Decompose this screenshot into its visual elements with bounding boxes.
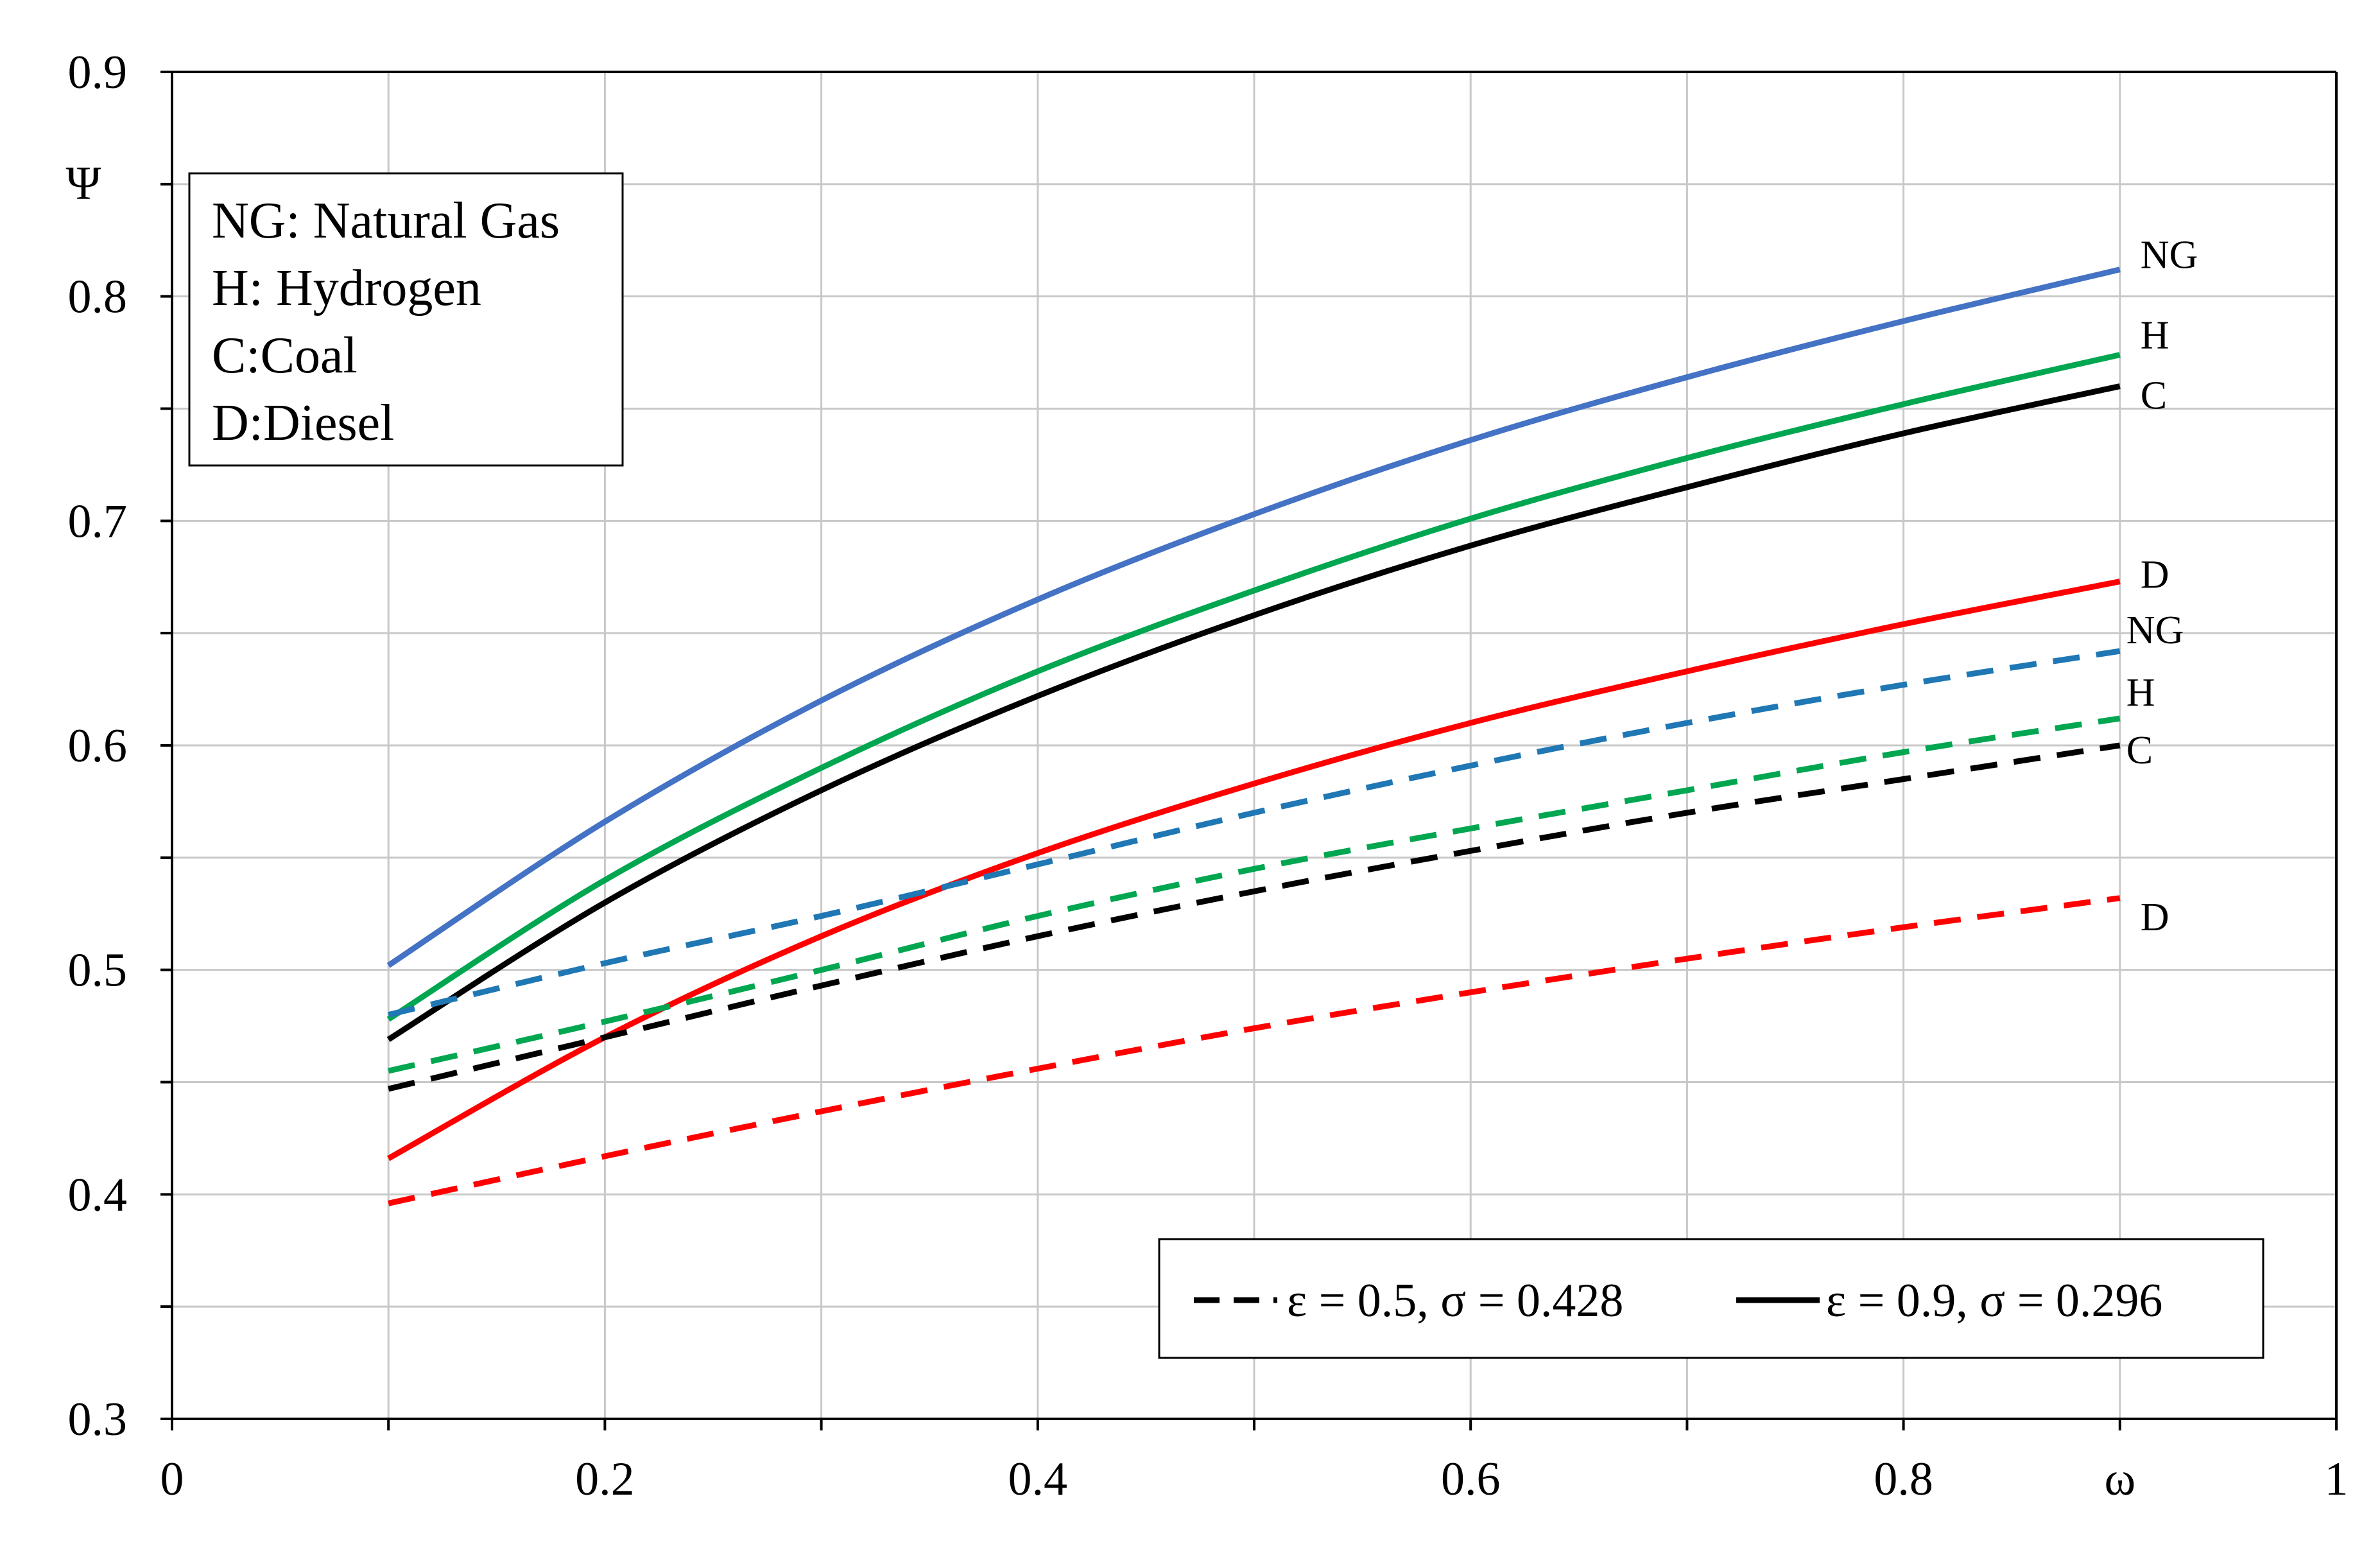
fuel-key-hydrogen: H: Hydrogen [212,260,481,317]
x-tick-label: 0.4 [1008,1453,1068,1506]
fuel-key-coal: C:Coal [212,327,358,384]
y-axis-label: Ψ [66,157,101,210]
fuel-key-diesel: D:Diesel [212,395,394,451]
end-label-h-solid: H [2141,314,2169,358]
y-tick-label: 0.4 [68,1168,128,1221]
series-line-h-solid [386,352,2121,1022]
series-line-ng-dashed [388,648,2121,1018]
legend-label-dashed: ε = 0.5, σ = 0.428 [1287,1274,1623,1327]
y-tick-label: 0.3 [68,1393,128,1446]
series-line-ng-solid [386,266,2121,968]
series-line-c-dashed [388,742,2121,1092]
fuel-key-box: NG: Natural Gas H: Hydrogen C:Coal D:Die… [188,172,624,467]
series-line-c-solid [386,383,2121,1042]
series-line-h-dashed [388,715,2121,1074]
y-tick-label: 0.7 [68,495,128,548]
end-label-c-dashed: C [2126,729,2153,772]
end-label-d-dashed: D [2141,896,2169,939]
y-tick-label: 0.8 [68,271,128,324]
end-label-c-solid: C [2141,374,2167,418]
x-tick-label: 0.6 [1441,1453,1501,1506]
series-line-d-dashed [388,895,2121,1206]
x-tick-label: 0 [160,1453,184,1506]
x-tick-label: 0.8 [1874,1453,1933,1506]
end-label-ng-dashed: NG [2126,609,2184,652]
tick-labels: 0.3 0.4 0.5 0.6 0.7 0.8 0.9 0 0.2 0.4 0.6 0.8 1 [68,46,2349,1506]
fuel-key-natural-gas: NG: Natural Gas [212,193,560,249]
y-tick-label: 0.5 [68,944,128,997]
axes [160,71,2338,1430]
x-tick-label: 1 [2325,1453,2349,1506]
fuel-key-frame [188,172,624,467]
x-tick-label: 0.2 [575,1453,635,1506]
legend-frame [1158,1238,2264,1359]
y-tick-label: 0.9 [68,46,128,99]
end-label-ng-solid: NG [2141,234,2198,277]
series-group [386,266,2121,1206]
end-label-h-dashed: H [2126,671,2155,715]
legend-label-solid: ε = 0.9, σ = 0.296 [1826,1274,2162,1327]
x-axis-label: ω [2104,1453,2135,1506]
legend: ε = 0.5, σ = 0.428 ε = 0.9, σ = 0.296 [1158,1238,2264,1359]
y-tick-label: 0.6 [68,720,128,772]
end-label-d-solid: D [2141,553,2169,597]
